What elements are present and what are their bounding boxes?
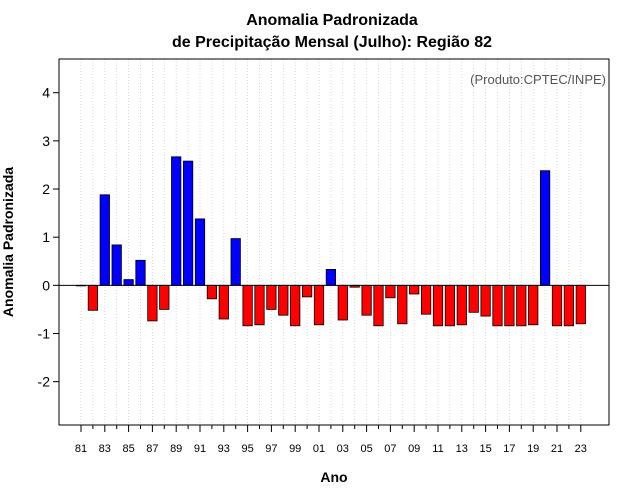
bar-1986 bbox=[135, 259, 146, 286]
bar-1984 bbox=[111, 244, 122, 286]
bar-1983 bbox=[99, 194, 110, 286]
x-tick-label: 03 bbox=[337, 443, 349, 455]
x-tick-label: 91 bbox=[194, 443, 206, 455]
bar-1996 bbox=[254, 284, 265, 326]
bar-1999 bbox=[290, 284, 301, 327]
x-tick-label: 89 bbox=[170, 443, 182, 455]
bar-2002 bbox=[325, 268, 337, 286]
x-tick-label: 81 bbox=[75, 443, 87, 455]
bar-1995 bbox=[242, 284, 253, 327]
y-tick-label: -2 bbox=[38, 374, 51, 390]
bar-2021 bbox=[551, 284, 563, 327]
source-annotation: (Produto:CPTEC/INPE) bbox=[470, 72, 606, 87]
bar-2013 bbox=[456, 284, 467, 326]
x-tick-label: 87 bbox=[146, 443, 158, 455]
bar-1991 bbox=[194, 218, 206, 286]
bar-1988 bbox=[159, 284, 170, 310]
bar-2018 bbox=[516, 284, 527, 327]
x-axis-title: Ano bbox=[320, 469, 347, 485]
bar-2000 bbox=[301, 284, 313, 298]
x-tick-label: 11 bbox=[432, 443, 443, 455]
bar-2007 bbox=[385, 284, 396, 299]
x-tick-label: 83 bbox=[99, 443, 111, 455]
bar-1998 bbox=[278, 284, 289, 316]
vertical-gridlines bbox=[80, 59, 582, 425]
bar-1990 bbox=[182, 160, 194, 286]
y-tick-label: 4 bbox=[42, 85, 50, 101]
bar-1989 bbox=[171, 156, 182, 286]
bar-1985 bbox=[123, 279, 134, 286]
x-tick-label: 95 bbox=[241, 443, 253, 455]
x-tick-label: 15 bbox=[479, 443, 491, 455]
x-tick-label: 23 bbox=[575, 443, 587, 455]
bar-2008 bbox=[397, 284, 408, 325]
chart-title-line-2: de Precipitação Mensal (Julho): Região 8… bbox=[172, 34, 492, 51]
x-tick-label: 01 bbox=[313, 443, 325, 455]
x-tick-label: 17 bbox=[503, 443, 515, 455]
bar-2009 bbox=[409, 284, 420, 295]
bar-2022 bbox=[563, 284, 575, 327]
x-tick-label: 93 bbox=[218, 443, 230, 455]
x-tick-label: 09 bbox=[408, 443, 420, 455]
bar-2003 bbox=[337, 284, 348, 321]
plot-frame bbox=[58, 58, 610, 426]
y-tick-label: 3 bbox=[42, 133, 50, 149]
x-tick-label: 05 bbox=[360, 443, 372, 455]
x-tick-label: 99 bbox=[289, 443, 301, 455]
y-axis: -2 -1 0 1 2 3 4 bbox=[38, 85, 59, 390]
y-axis-title: Anomalia Padronizada bbox=[0, 167, 16, 317]
bar-1992 bbox=[206, 284, 217, 300]
bar-2023 bbox=[575, 284, 586, 325]
bar-2006 bbox=[373, 284, 384, 327]
bar-2012 bbox=[444, 284, 456, 327]
bar-2011 bbox=[432, 284, 444, 327]
bar-1982 bbox=[87, 284, 98, 311]
bar-2001 bbox=[313, 284, 325, 326]
bar-2010 bbox=[420, 284, 432, 315]
y-tick-label: 1 bbox=[42, 229, 50, 245]
bar-2020 bbox=[540, 170, 551, 286]
x-tick-label: 97 bbox=[265, 443, 277, 455]
y-tick-label: 0 bbox=[42, 277, 50, 293]
x-tick-label: 85 bbox=[122, 443, 134, 455]
bar-1997 bbox=[266, 284, 277, 310]
y-tick-label: 2 bbox=[42, 181, 50, 197]
bars bbox=[75, 156, 586, 327]
y-tick-label: -1 bbox=[38, 326, 51, 342]
x-axis: 81 83 85 87 89 91 93 95 97 99 01 03 05 07 09 11 13 15 17 19… bbox=[75, 425, 587, 455]
bar-2017 bbox=[504, 284, 515, 327]
x-tick-label: 21 bbox=[551, 443, 563, 455]
bar-1987 bbox=[147, 284, 158, 322]
chart-title-line-1: Anomalia Padronizada bbox=[246, 12, 418, 29]
bar-2005 bbox=[361, 284, 372, 316]
bar-1994 bbox=[230, 238, 241, 286]
bar-2014 bbox=[468, 284, 479, 313]
bar-2016 bbox=[492, 284, 503, 327]
x-tick-label: 07 bbox=[384, 443, 396, 455]
bar-1993 bbox=[218, 284, 229, 320]
x-tick-label: 13 bbox=[456, 443, 468, 455]
bar-2019 bbox=[528, 284, 539, 326]
x-tick-label: 19 bbox=[527, 443, 539, 455]
bar-2015 bbox=[480, 284, 491, 317]
